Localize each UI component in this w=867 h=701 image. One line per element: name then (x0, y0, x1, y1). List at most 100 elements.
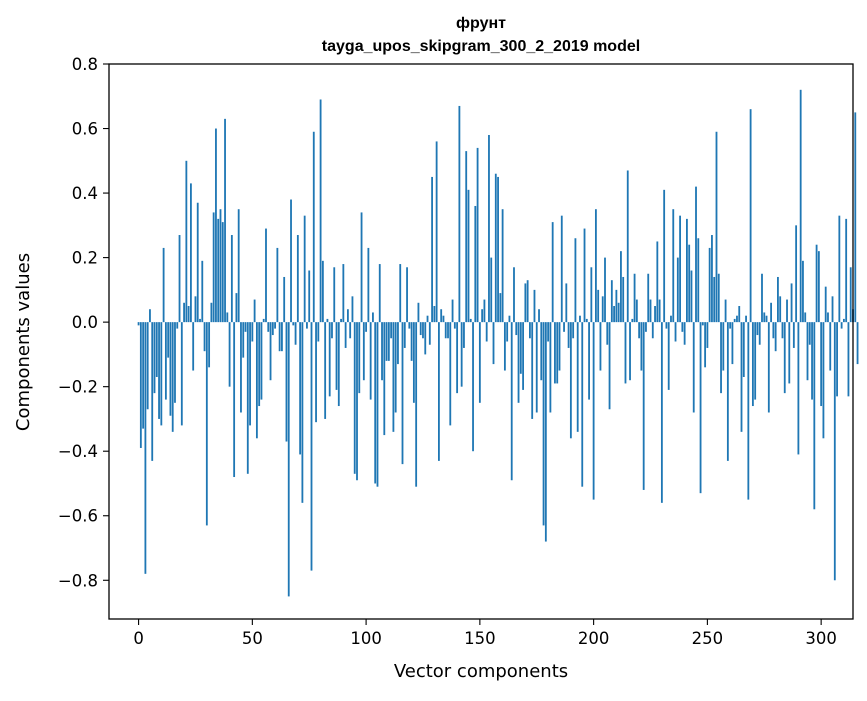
bar (346, 309, 349, 323)
bar (215, 128, 217, 323)
bar (397, 322, 399, 365)
bar (506, 322, 509, 342)
bar (349, 322, 352, 339)
bar (212, 212, 215, 323)
bar (294, 322, 297, 345)
bar (620, 251, 622, 323)
bar (290, 199, 292, 323)
y-tick-label: 0.0 (72, 313, 98, 332)
bar (392, 322, 395, 432)
bar (235, 293, 238, 323)
x-axis-ticks: 0 50 100 150 200 250 300 (133, 619, 837, 648)
bar (381, 322, 383, 381)
bar (740, 322, 743, 432)
y-tick-label: 0.2 (72, 249, 98, 268)
bar (367, 247, 370, 323)
bar (242, 322, 245, 358)
bar (549, 322, 552, 413)
bar (210, 302, 213, 323)
bar (676, 257, 679, 323)
bar (492, 322, 495, 365)
bar (594, 209, 597, 323)
bar (224, 118, 226, 323)
bar (251, 322, 254, 342)
bar (670, 315, 672, 323)
bar (683, 322, 686, 345)
bar (674, 322, 677, 342)
bar (310, 322, 313, 571)
bar (271, 322, 274, 336)
bar (478, 322, 481, 403)
bar (535, 322, 538, 413)
bar (656, 241, 659, 323)
bar (469, 318, 472, 323)
bar (278, 322, 281, 352)
bar (797, 322, 800, 455)
bar (529, 322, 531, 339)
bar (442, 315, 445, 323)
x-tick-label: 100 (350, 629, 382, 648)
bar (306, 322, 308, 329)
bar (240, 322, 242, 413)
bar (296, 235, 299, 323)
bar (335, 322, 338, 390)
bar (831, 296, 834, 323)
bar (260, 322, 263, 400)
bar (585, 318, 588, 323)
bar (854, 112, 857, 323)
bar (772, 322, 775, 339)
bar (137, 322, 140, 326)
bar (453, 322, 456, 329)
bar (692, 322, 695, 413)
bar (717, 273, 720, 323)
bar (608, 322, 611, 410)
bar (601, 296, 604, 323)
bar (804, 312, 807, 323)
bar (708, 247, 711, 323)
bar (747, 322, 750, 500)
bar (574, 238, 577, 323)
bar (201, 260, 204, 323)
bar (749, 109, 752, 323)
bar (622, 276, 625, 323)
bar (374, 322, 377, 484)
bar (729, 322, 732, 329)
chart-title-line-1: фрунт (456, 15, 506, 32)
bar (604, 257, 606, 323)
bar (440, 309, 443, 323)
bar (681, 322, 684, 332)
bar (845, 218, 848, 323)
bar (192, 322, 195, 371)
bar (340, 318, 342, 323)
bar (451, 299, 454, 323)
plot-area-frame (108, 63, 854, 620)
bar (417, 302, 420, 323)
bar (308, 270, 311, 323)
bar (515, 322, 518, 336)
bar (842, 318, 845, 323)
bar (146, 322, 149, 410)
bar (383, 322, 386, 436)
bar (169, 322, 172, 416)
bar (199, 318, 201, 323)
bar (463, 322, 465, 348)
bar (390, 322, 393, 339)
bar (149, 309, 151, 323)
y-tick-label: 0.8 (72, 55, 98, 74)
bar (569, 322, 572, 439)
bar (444, 322, 447, 339)
bar (679, 215, 681, 323)
bar (315, 322, 317, 423)
bar (786, 299, 788, 323)
bar (767, 322, 770, 413)
bar (353, 322, 356, 474)
bar (774, 322, 777, 352)
bar (526, 280, 529, 323)
bar (720, 322, 722, 394)
bar (829, 322, 832, 371)
bar (299, 322, 302, 455)
bar (219, 209, 222, 323)
bar (246, 322, 249, 474)
bar (174, 322, 176, 403)
bar (394, 322, 397, 413)
